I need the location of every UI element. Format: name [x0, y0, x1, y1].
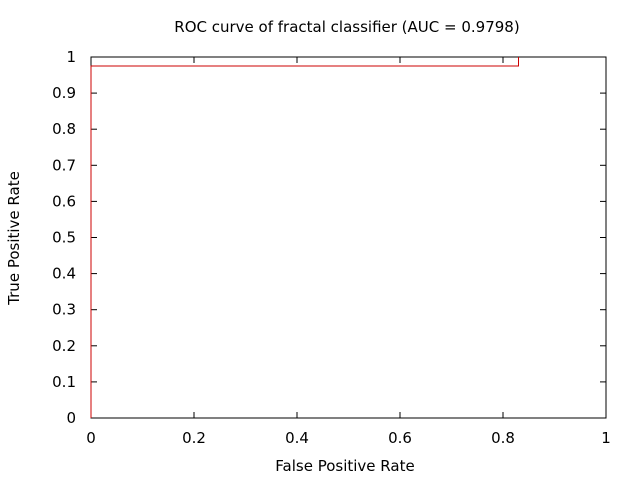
- y-tick-label: 0.1: [52, 373, 76, 391]
- y-tick-label: 0.5: [52, 229, 76, 247]
- x-tick-label: 0.4: [285, 429, 309, 447]
- x-tick-label: 0: [86, 429, 96, 447]
- y-tick-labels: 0 0.1 0.2 0.3 0.4 0.5 0.6 0.7 0.8 0.9 1: [52, 48, 76, 427]
- y-tick-label: 0.8: [52, 120, 76, 138]
- y-tick-label: 0.9: [52, 84, 76, 102]
- y-tick-label: 0.2: [52, 337, 76, 355]
- x-tick-label: 0.8: [491, 429, 515, 447]
- x-tick-label: 0.2: [182, 429, 206, 447]
- y-tick-label: 0.6: [52, 192, 76, 210]
- roc-curve-line: [90, 57, 519, 418]
- y-tick-label: 1: [66, 48, 76, 66]
- y-tick-label: 0: [66, 409, 76, 427]
- x-tick-label: 0.6: [388, 429, 412, 447]
- y-tick-label: 0.4: [52, 265, 76, 283]
- y-tick-label: 0.7: [52, 156, 76, 174]
- plot-frame: [90, 56, 607, 419]
- x-tick-labels: 0 0.2 0.4 0.6 0.8 1: [86, 429, 611, 447]
- chart-title: ROC curve of fractal classifier (AUC = 0…: [174, 18, 519, 36]
- y-tick-label: 0.3: [52, 301, 76, 319]
- axis-ticks: [90, 56, 607, 419]
- y-axis-label: True Positive Rate: [5, 171, 23, 306]
- x-axis-label: False Positive Rate: [275, 457, 414, 475]
- x-tick-label: 1: [601, 429, 611, 447]
- series-layer: [90, 57, 519, 418]
